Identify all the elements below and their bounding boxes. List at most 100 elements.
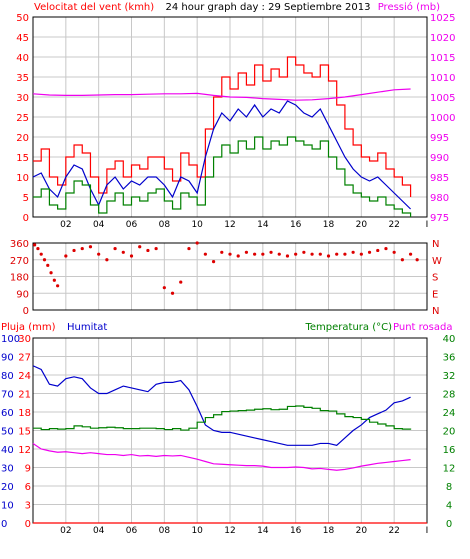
wind-y-tick-label: 35 [16, 73, 29, 84]
x-tick-label: 08 [159, 220, 171, 230]
direction-point [129, 254, 134, 258]
direction-point [121, 250, 125, 254]
direction-point [64, 254, 68, 258]
temperature-series-line [33, 405, 412, 431]
direction-y-tick-label: 270 [10, 256, 29, 267]
direction-point [162, 286, 166, 290]
humidity-y-tick-label: 30 [1, 464, 14, 475]
pressure-y-tick-label: 1010 [430, 73, 455, 84]
x-tick-label: 04 [93, 526, 105, 536]
direction-point [42, 258, 47, 262]
x-tick-label: 04 [93, 220, 105, 230]
temperature-y-tick-label: 36 [443, 353, 456, 364]
direction-point [46, 263, 50, 267]
direction-plot-frame [32, 242, 428, 311]
temperature-y-tick-label: 24 [443, 408, 456, 419]
direction-point [220, 250, 224, 254]
direction-point [351, 250, 355, 254]
direction-point [146, 248, 150, 253]
direction-point [376, 248, 380, 253]
direction-point [269, 250, 273, 254]
x-tick-label: 10 [191, 220, 203, 230]
direction-point [228, 252, 232, 256]
x-tick-label: 02 [60, 526, 71, 536]
pressure-y-tick-label: 995 [430, 133, 449, 144]
direction-point [294, 252, 298, 256]
compass-label: W [432, 256, 442, 267]
temperature-y-tick-label: 28 [443, 390, 456, 401]
x-tick-label: 08 [159, 526, 171, 536]
x-tick-label: I [426, 220, 429, 230]
wind-y-tick-label: 25 [16, 113, 29, 124]
humidity-y-tick-label: 0 [1, 519, 7, 530]
wind-y-tick-label: 30 [16, 93, 29, 104]
direction-point [384, 246, 388, 251]
x-tick-label: 18 [323, 220, 335, 230]
humidity-y-tick-label: 100 [1, 334, 20, 345]
rain-title: Pluja (mm) [1, 322, 56, 333]
temperature-title: Temperatura (°C) [304, 322, 392, 333]
wind-y-tick-label: 50 [16, 13, 29, 24]
wind-y-tick-label: 45 [16, 33, 29, 44]
x-tick-label: 02 [60, 220, 71, 230]
direction-point [367, 250, 372, 254]
direction-point [52, 278, 56, 282]
temperature-y-tick-label: 8 [446, 482, 452, 493]
humidity-y-tick-label: 50 [1, 427, 14, 438]
direction-point [253, 252, 257, 256]
direction-point [310, 252, 314, 256]
pressure-y-tick-label: 1005 [430, 93, 455, 104]
pressure-y-tick-label: 975 [430, 213, 449, 224]
dew_point-series-line [32, 442, 411, 471]
compass-label: N [432, 306, 439, 317]
x-tick-label: 14 [257, 526, 269, 536]
wind-title: Velocitat del vent (kmh) [34, 2, 154, 13]
direction-y-tick-label: 180 [10, 273, 29, 284]
rain-y-tick-label: 9 [25, 464, 31, 475]
compass-label: E [432, 289, 438, 300]
x-tick-label: 16 [290, 526, 302, 536]
pressure-y-tick-label: 990 [430, 153, 449, 164]
humidity-y-tick-label: 40 [1, 445, 14, 456]
compass-label: S [432, 273, 438, 284]
direction-point [203, 252, 207, 256]
x-tick-label: 16 [290, 220, 302, 230]
x-tick-label: I [426, 526, 429, 536]
compass-label: N [432, 239, 439, 250]
direction-point [335, 252, 339, 256]
direction-point [343, 252, 347, 256]
x-tick-label: 06 [126, 526, 138, 536]
humidity-y-tick-label: 80 [1, 371, 14, 382]
direction-point [400, 258, 404, 262]
rain-y-tick-label: 3 [25, 501, 31, 512]
pressure-y-tick-label: 980 [430, 193, 449, 204]
pressure-y-tick-label: 1020 [430, 33, 455, 44]
direction-point [187, 246, 191, 251]
direction-point [36, 246, 40, 251]
temperature-y-tick-label: 4 [446, 501, 452, 512]
x-tick-label: 18 [323, 526, 335, 536]
direction-point [113, 246, 117, 251]
direction-point [318, 252, 322, 256]
x-tick-label: 20 [356, 526, 368, 536]
direction-point [105, 258, 109, 262]
x-tick-label: 22 [388, 526, 399, 536]
humidity-y-tick-label: 20 [1, 482, 14, 493]
direction-point [88, 245, 93, 249]
wind-y-tick-label: 10 [16, 173, 29, 184]
temperature-y-tick-label: 16 [443, 445, 456, 456]
humidity-temperature-panel: 0102030405060708090100036912151821242730… [1, 334, 455, 536]
humidity-title: Humitat [67, 322, 107, 333]
wind-y-tick-label: 5 [23, 193, 29, 204]
temperature-y-tick-label: 32 [443, 371, 456, 382]
direction-point [97, 252, 101, 256]
direction-point [302, 250, 306, 254]
wind-y-tick-label: 40 [16, 53, 29, 64]
direction-point [261, 252, 265, 256]
wind-y-tick-label: 20 [16, 133, 29, 144]
humidity-series-line [32, 365, 411, 446]
avg-series-line [32, 100, 412, 210]
x-tick-label: 12 [224, 220, 235, 230]
rain-y-tick-label: 30 [18, 334, 31, 345]
direction-point [138, 245, 142, 249]
